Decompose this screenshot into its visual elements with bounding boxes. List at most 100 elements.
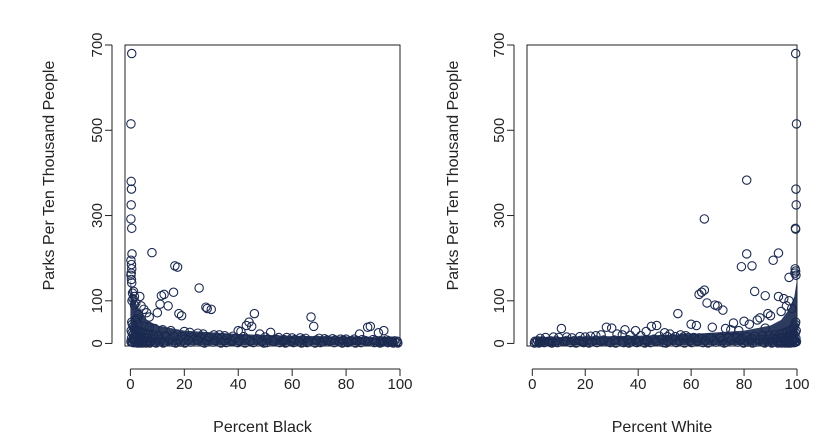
data-point (791, 119, 802, 129)
data-point (379, 325, 389, 336)
right-y-tick-label: 700 (491, 32, 508, 57)
data-point (784, 272, 794, 283)
data-point (155, 299, 165, 309)
left-x-tick-label: 100 (387, 376, 412, 393)
data-point (565, 337, 576, 348)
data-point (674, 336, 684, 346)
data-point (743, 337, 753, 347)
data-point (176, 310, 187, 321)
data-point (126, 214, 136, 224)
right-x-tick-label: 20 (577, 376, 594, 393)
data-point (194, 283, 204, 293)
data-point (741, 175, 752, 185)
data-point (126, 48, 137, 59)
data-point (606, 323, 617, 333)
data-point (174, 308, 184, 319)
left-x-axis-title: Percent Black (213, 419, 313, 436)
data-point (356, 337, 366, 348)
data-point (744, 319, 755, 330)
data-point (698, 337, 708, 348)
data-point (702, 298, 712, 308)
data-point (686, 337, 697, 348)
data-point (306, 312, 316, 322)
data-point (236, 326, 246, 337)
data-point (234, 336, 245, 346)
data-point (136, 301, 146, 311)
data-point (170, 338, 181, 348)
data-point (344, 336, 354, 347)
left-y-tick-label: 700 (89, 32, 106, 57)
data-point (350, 338, 361, 348)
data-point (571, 338, 581, 348)
data-point (156, 290, 167, 301)
data-point (679, 338, 690, 348)
data-point (126, 223, 137, 234)
data-point (645, 337, 656, 348)
data-point (752, 315, 763, 325)
data-point (763, 308, 773, 319)
data-point (134, 338, 145, 348)
data-point (342, 337, 353, 348)
data-point (596, 336, 606, 347)
data-point (128, 286, 139, 297)
left-plot-frame (124, 44, 401, 347)
data-point (720, 323, 731, 334)
data-point (147, 247, 157, 258)
data-point (747, 261, 757, 271)
data-point (151, 338, 161, 348)
data-point (126, 264, 137, 274)
data-point (180, 338, 190, 348)
data-point (577, 336, 588, 347)
data-point (768, 255, 778, 266)
data-point (209, 330, 219, 340)
data-point (126, 270, 136, 280)
right-y-tick-label: 0 (491, 339, 508, 347)
data-point (219, 335, 229, 346)
data-point (540, 336, 550, 347)
left-y-tick-label: 500 (89, 118, 106, 143)
data-point (612, 329, 622, 339)
data-point (736, 261, 747, 272)
data-point (127, 328, 137, 338)
data-point (144, 312, 155, 322)
right-x-axis-title: Percent White (612, 419, 713, 436)
data-point (126, 176, 136, 187)
data-point (707, 322, 718, 332)
data-point (786, 303, 797, 314)
data-point (362, 322, 373, 332)
right-x-tick-label: 60 (683, 376, 700, 393)
data-point (126, 274, 137, 285)
data-point (221, 337, 231, 348)
data-point (126, 200, 136, 210)
data-point (640, 338, 650, 348)
data-point (265, 327, 276, 338)
data-point (377, 337, 388, 347)
data-point (692, 336, 703, 346)
data-point (685, 336, 695, 346)
data-point (747, 338, 758, 348)
data-point (781, 301, 792, 311)
data-point (758, 336, 768, 347)
data-point (132, 313, 142, 324)
data-point (158, 338, 169, 348)
data-point (686, 319, 696, 330)
data-point (255, 329, 265, 339)
data-point (767, 338, 777, 348)
data-point (783, 338, 793, 348)
right-y-axis-title: Parks Per Ten Thousand People (445, 61, 462, 291)
data-point (699, 214, 710, 224)
data-point (620, 325, 630, 335)
data-point (315, 337, 326, 348)
data-point (126, 184, 137, 194)
data-point (145, 338, 155, 348)
data-point (550, 337, 561, 347)
data-point (160, 336, 170, 347)
right-x-tick-label: 80 (736, 376, 753, 393)
data-point (259, 338, 269, 348)
data-point (790, 224, 801, 234)
data-point (382, 336, 392, 347)
data-point (651, 320, 662, 331)
data-point (240, 338, 250, 348)
data-point (665, 329, 675, 339)
